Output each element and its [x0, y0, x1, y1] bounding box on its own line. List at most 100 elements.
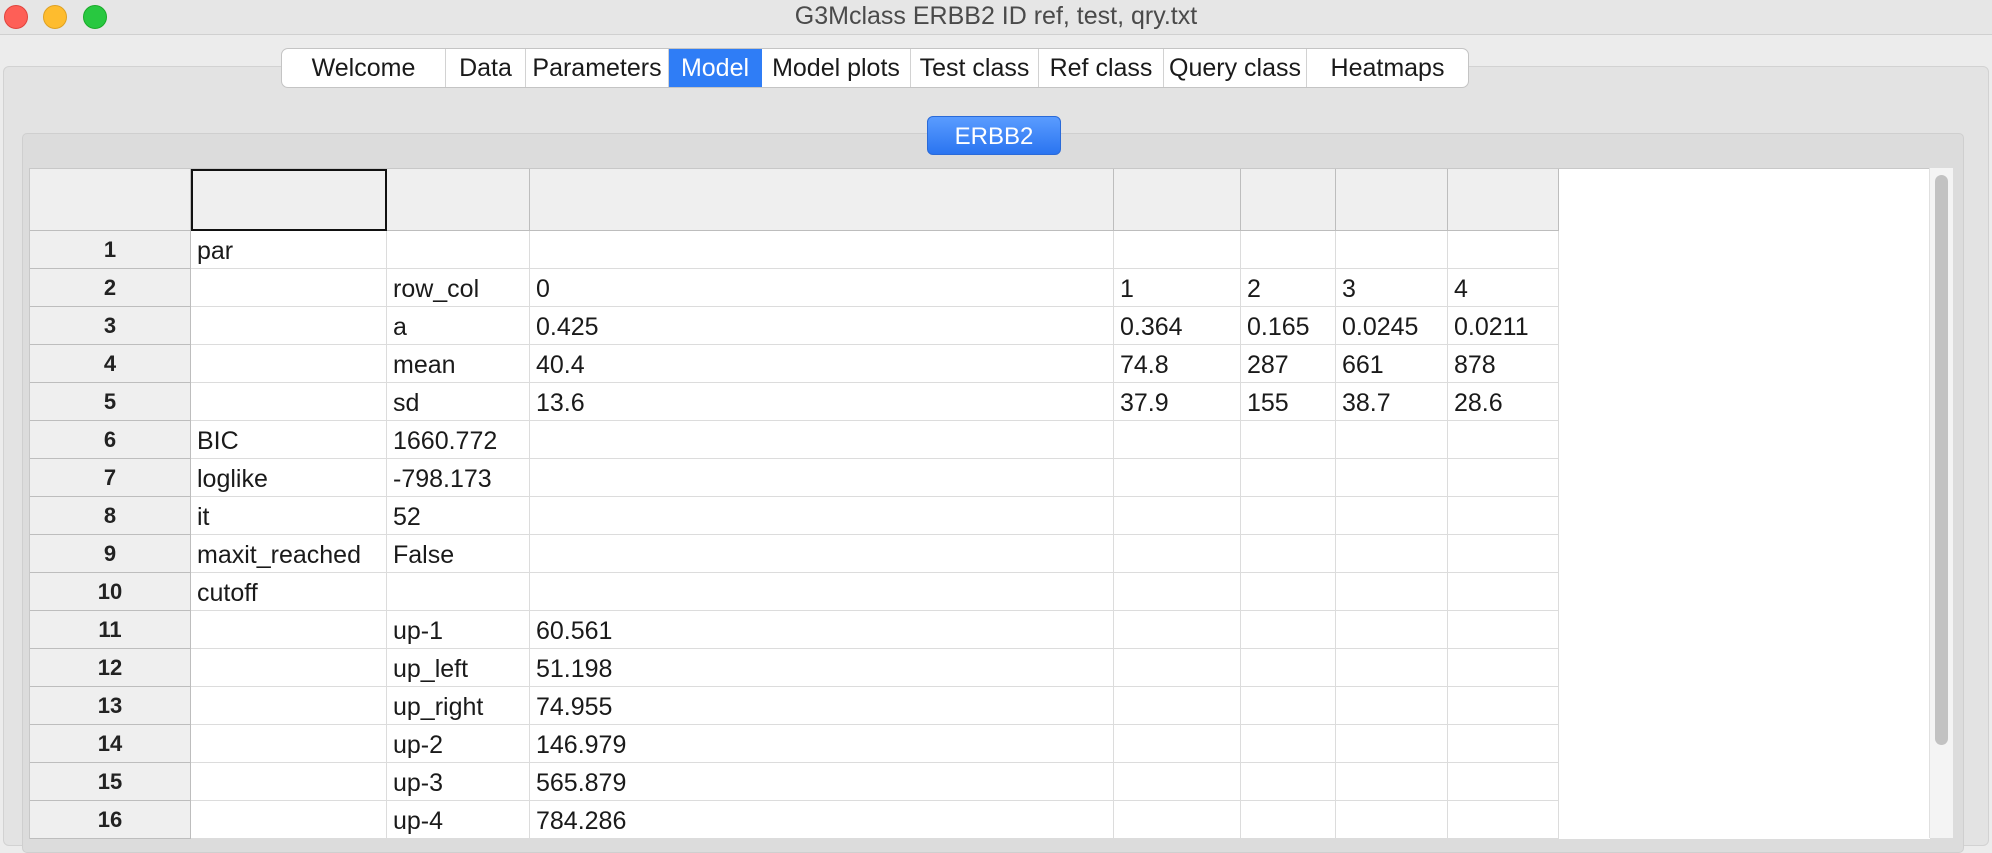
- column-header[interactable]: [530, 169, 1114, 231]
- table-cell[interactable]: [191, 763, 387, 801]
- table-cell[interactable]: [1241, 801, 1336, 839]
- table-cell[interactable]: [1241, 231, 1336, 269]
- table-cell[interactable]: cutoff: [191, 573, 387, 611]
- table-cell[interactable]: [530, 421, 1114, 459]
- table-cell[interactable]: 878: [1448, 345, 1559, 383]
- table-cell[interactable]: [1448, 535, 1559, 573]
- table-cell[interactable]: 0.364: [1114, 307, 1241, 345]
- table-cell[interactable]: [1114, 231, 1241, 269]
- table-cell[interactable]: [191, 345, 387, 383]
- table-cell[interactable]: 37.9: [1114, 383, 1241, 421]
- tab-model-plots[interactable]: Model plots: [762, 49, 911, 87]
- table-cell[interactable]: 74.955: [530, 687, 1114, 725]
- tab-model[interactable]: Model: [669, 49, 762, 87]
- table-cell[interactable]: [1114, 763, 1241, 801]
- subtab-erbb2[interactable]: ERBB2: [927, 116, 1061, 155]
- table-cell[interactable]: up-2: [387, 725, 530, 763]
- table-cell[interactable]: 4: [1448, 269, 1559, 307]
- table-cell[interactable]: [191, 725, 387, 763]
- table-cell[interactable]: [1336, 801, 1448, 839]
- table-cell[interactable]: [1448, 573, 1559, 611]
- table-cell[interactable]: [1114, 687, 1241, 725]
- table-cell[interactable]: up-4: [387, 801, 530, 839]
- table-cell[interactable]: [1241, 497, 1336, 535]
- table-cell[interactable]: row_col: [387, 269, 530, 307]
- row-header[interactable]: 1: [30, 231, 191, 269]
- table-cell[interactable]: [1114, 421, 1241, 459]
- table-cell[interactable]: False: [387, 535, 530, 573]
- table-cell[interactable]: [191, 383, 387, 421]
- table-cell[interactable]: [1336, 725, 1448, 763]
- tab-parameters[interactable]: Parameters: [526, 49, 669, 87]
- column-header[interactable]: [1114, 169, 1241, 231]
- table-cell[interactable]: loglike: [191, 459, 387, 497]
- table-cell[interactable]: BIC: [191, 421, 387, 459]
- table-cell[interactable]: 0.165: [1241, 307, 1336, 345]
- table-cell[interactable]: [191, 687, 387, 725]
- table-cell[interactable]: 155: [1241, 383, 1336, 421]
- table-cell[interactable]: maxit_reached: [191, 535, 387, 573]
- table-cell[interactable]: [387, 573, 530, 611]
- table-cell[interactable]: 0.0211: [1448, 307, 1559, 345]
- tab-test-class[interactable]: Test class: [911, 49, 1039, 87]
- tab-data[interactable]: Data: [446, 49, 526, 87]
- table-cell[interactable]: [1448, 763, 1559, 801]
- minimize-window-button[interactable]: [43, 5, 67, 29]
- table-cell[interactable]: 13.6: [530, 383, 1114, 421]
- table-cell[interactable]: 0.0245: [1336, 307, 1448, 345]
- table-cell[interactable]: 2: [1241, 269, 1336, 307]
- row-header[interactable]: 2: [30, 269, 191, 307]
- table-cell[interactable]: [191, 269, 387, 307]
- table-cell[interactable]: -798.173: [387, 459, 530, 497]
- column-header[interactable]: [1336, 169, 1448, 231]
- table-cell[interactable]: 287: [1241, 345, 1336, 383]
- scrollbar-thumb[interactable]: [1935, 175, 1948, 745]
- zoom-window-button[interactable]: [83, 5, 107, 29]
- row-header[interactable]: 8: [30, 497, 191, 535]
- table-cell[interactable]: 40.4: [530, 345, 1114, 383]
- table-cell[interactable]: [1336, 459, 1448, 497]
- close-window-button[interactable]: [4, 5, 28, 29]
- row-header[interactable]: 13: [30, 687, 191, 725]
- table-cell[interactable]: 28.6: [1448, 383, 1559, 421]
- table-cell[interactable]: [1241, 573, 1336, 611]
- table-cell[interactable]: [1114, 497, 1241, 535]
- table-cell[interactable]: 146.979: [530, 725, 1114, 763]
- table-cell[interactable]: [1448, 725, 1559, 763]
- table-cell[interactable]: [1336, 497, 1448, 535]
- table-cell[interactable]: [1114, 801, 1241, 839]
- table-cell[interactable]: [1114, 573, 1241, 611]
- table-cell[interactable]: [530, 231, 1114, 269]
- table-cell[interactable]: 661: [1336, 345, 1448, 383]
- table-cell[interactable]: [1241, 649, 1336, 687]
- table-cell[interactable]: 74.8: [1114, 345, 1241, 383]
- table-cell[interactable]: [1241, 535, 1336, 573]
- table-cell[interactable]: [1336, 535, 1448, 573]
- table-cell[interactable]: 1660.772: [387, 421, 530, 459]
- table-cell[interactable]: a: [387, 307, 530, 345]
- table-cell[interactable]: [1448, 687, 1559, 725]
- table-cell[interactable]: [1241, 421, 1336, 459]
- table-cell[interactable]: [387, 231, 530, 269]
- table-cell[interactable]: mean: [387, 345, 530, 383]
- table-cell[interactable]: [191, 611, 387, 649]
- table-cell[interactable]: [1114, 725, 1241, 763]
- tab-ref-class[interactable]: Ref class: [1039, 49, 1164, 87]
- column-header[interactable]: [387, 169, 530, 231]
- row-header[interactable]: 7: [30, 459, 191, 497]
- table-cell[interactable]: [530, 573, 1114, 611]
- table-cell[interactable]: [1336, 573, 1448, 611]
- row-header[interactable]: 10: [30, 573, 191, 611]
- table-cell[interactable]: [1114, 459, 1241, 497]
- table-cell[interactable]: [1241, 611, 1336, 649]
- table-cell[interactable]: [1448, 421, 1559, 459]
- table-cell[interactable]: [1241, 687, 1336, 725]
- table-cell[interactable]: [1336, 687, 1448, 725]
- table-cell[interactable]: it: [191, 497, 387, 535]
- table-cell[interactable]: up-1: [387, 611, 530, 649]
- table-cell[interactable]: [191, 307, 387, 345]
- table-cell[interactable]: [1448, 231, 1559, 269]
- table-cell[interactable]: up_left: [387, 649, 530, 687]
- table-cell[interactable]: [530, 535, 1114, 573]
- table-cell[interactable]: 0: [530, 269, 1114, 307]
